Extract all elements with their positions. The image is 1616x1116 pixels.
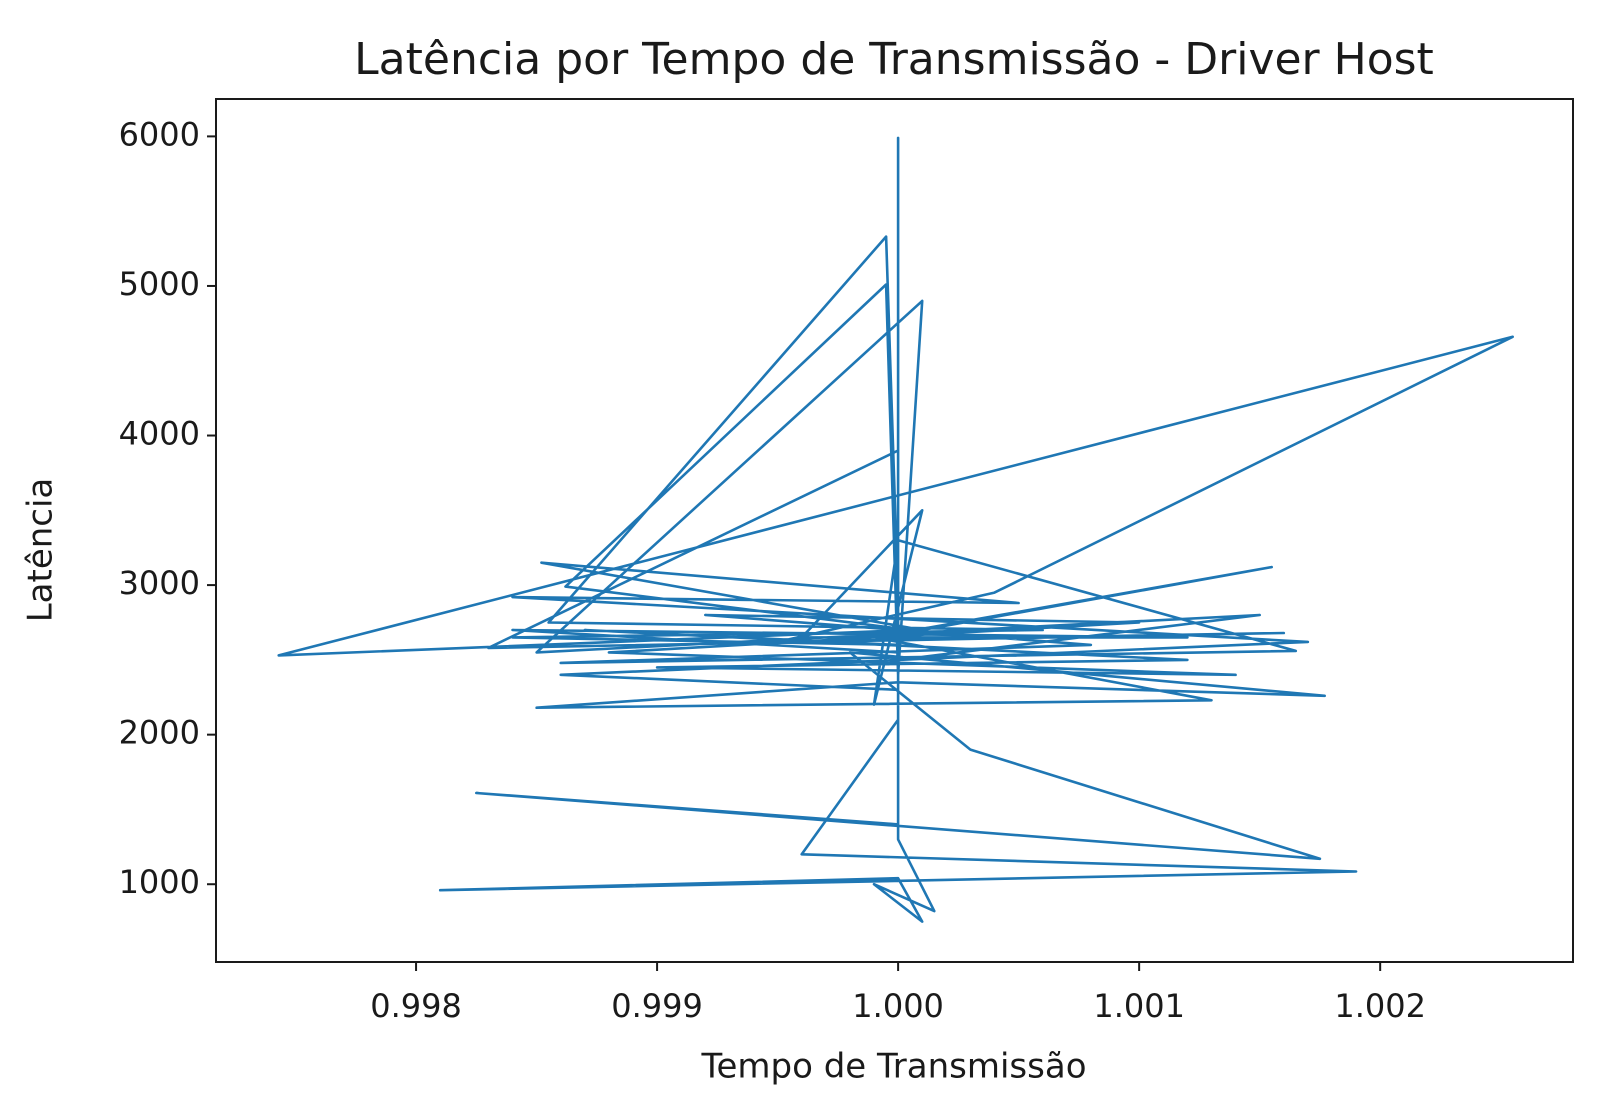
y-tick-label: 5000 [119,265,200,303]
x-tick-label: 0.998 [370,987,462,1025]
y-tick-label: 3000 [119,564,200,602]
plot-frame [215,98,1574,963]
x-tick-label: 1.002 [1334,987,1426,1025]
y-tick-label: 2000 [119,714,200,752]
x-tick-label: 0.999 [611,987,703,1025]
x-tick-label: 1.001 [1093,987,1185,1025]
chart-title: Latência por Tempo de Transmissão - Driv… [354,34,1434,85]
y-tick-label: 1000 [119,863,200,901]
data-line [277,136,1514,923]
y-tick-label: 4000 [119,415,200,453]
y-axis-label: Latência [21,478,61,623]
x-axis-label: Tempo de Transmissão [700,1047,1086,1087]
y-tick-label: 6000 [119,115,200,153]
x-tick-label: 1.000 [852,987,944,1025]
